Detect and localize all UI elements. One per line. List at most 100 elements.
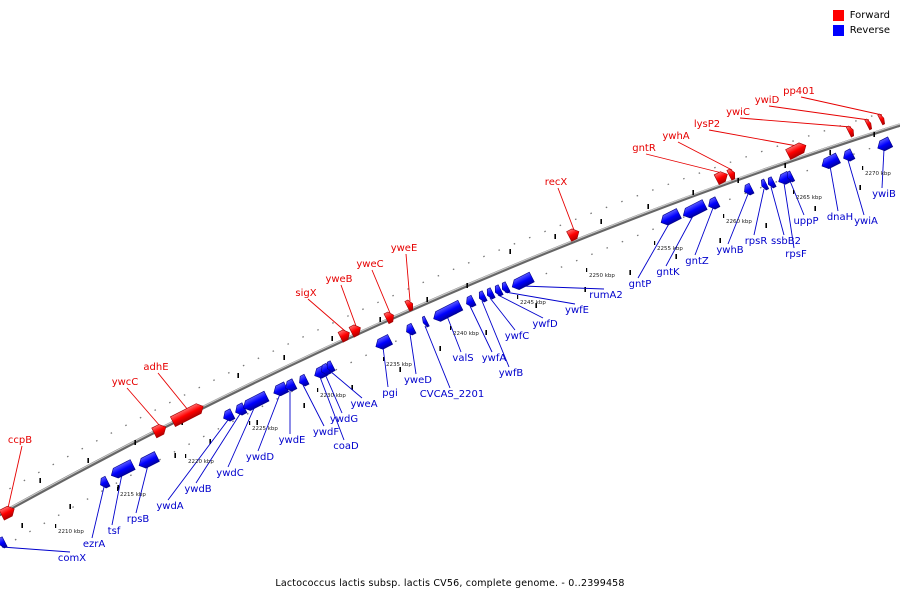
gene-label-ccpB[interactable]: ccpB [8, 435, 32, 446]
reverse-gene-ywdG[interactable] [319, 362, 332, 376]
gene-label-gntZ[interactable]: gntZ [685, 256, 709, 267]
forward-gene-lysP2[interactable] [785, 141, 809, 160]
tick-mark [535, 303, 537, 308]
gene-label-recX[interactable]: recX [545, 177, 568, 188]
reverse-gene-CVCAS_2201[interactable] [421, 315, 430, 328]
gene-label-ywdC[interactable]: ywdC [216, 468, 243, 479]
gene-label-CVCAS_2201[interactable]: CVCAS_2201 [420, 389, 484, 400]
gene-label-gntP[interactable]: gntP [629, 279, 652, 290]
gene-label-ywcC[interactable]: ywcC [112, 377, 139, 388]
gene-label-lysP2[interactable]: lysP2 [694, 119, 720, 130]
gene-label-ywdD[interactable]: ywdD [246, 452, 274, 463]
gene-label-ywiB[interactable]: ywiB [872, 189, 896, 200]
forward-gene-adhE[interactable] [169, 401, 205, 428]
reverse-gene-rpsB[interactable] [137, 451, 160, 471]
gene-label-gntR[interactable]: gntR [632, 143, 656, 154]
gene-label-ywiC[interactable]: ywiC [726, 107, 750, 118]
reverse-gene-ywiA[interactable] [841, 148, 856, 163]
reverse-gene-ywdB[interactable] [233, 402, 248, 417]
gene-label-yweB[interactable]: yweB [325, 274, 352, 285]
leader-line-ywfB [481, 300, 510, 368]
gene-label-uppP[interactable]: uppP [793, 216, 818, 227]
genome-caption: Lactococcus lactis subsp. lactis CV56, c… [275, 578, 625, 589]
reverse-gene-ywdC[interactable] [241, 390, 270, 413]
reverse-gene-ywfB[interactable] [477, 290, 488, 304]
gene-label-yweE[interactable]: yweE [391, 243, 418, 254]
gene-label-pp401[interactable]: pp401 [783, 86, 815, 97]
gene-label-ssbB2[interactable]: ssbB2 [771, 236, 801, 247]
forward-gene-ccpB[interactable] [0, 504, 17, 521]
reverse-gene-ssbB2[interactable] [766, 176, 777, 190]
kbp-tick-label: 2255 kbp [657, 246, 683, 252]
reverse-gene-rpsR[interactable] [759, 178, 770, 191]
reverse-gene-ywfC[interactable] [485, 287, 496, 301]
gene-label-ywfD[interactable]: ywfD [532, 319, 558, 330]
forward-gene-recX[interactable] [566, 227, 582, 242]
reverse-gene-yweD[interactable] [404, 322, 417, 336]
gene-label-ywiD[interactable]: ywiD [755, 95, 780, 106]
forward-gene-yweC[interactable] [383, 310, 396, 325]
reverse-gene-gntP[interactable] [659, 208, 682, 228]
reverse-gene-ezrA[interactable] [98, 475, 111, 489]
gene-label-comX[interactable]: comX [58, 553, 86, 564]
reverse-gene-ywdD[interactable] [271, 381, 290, 398]
gene-label-ywfB[interactable]: ywfB [499, 368, 524, 379]
gene-label-ywhA[interactable]: ywhA [662, 131, 689, 142]
gene-label-ywfE[interactable]: ywfE [565, 305, 589, 316]
gene-label-ywdG[interactable]: ywdG [330, 414, 358, 425]
gene-label-rpsB[interactable]: rpsB [127, 514, 150, 525]
gene-label-ywfC[interactable]: ywfC [505, 331, 530, 342]
tick-mark [439, 346, 441, 351]
gene-label-ezrA[interactable]: ezrA [83, 539, 106, 550]
forward-gene-sigX[interactable] [337, 328, 352, 343]
gene-label-ywdF[interactable]: ywdF [313, 427, 339, 438]
gene-label-valS[interactable]: valS [452, 353, 473, 364]
reverse-gene-dnaH[interactable] [819, 152, 841, 171]
reverse-gene-ywhB[interactable] [742, 182, 755, 196]
reverse-gene-ywdF[interactable] [297, 373, 310, 387]
forward-gene-pp401[interactable] [877, 113, 887, 126]
gene-label-ywdA[interactable]: ywdA [156, 501, 183, 512]
forward-gene-ywcC[interactable] [151, 422, 169, 439]
forward-gene-ywhA[interactable] [726, 168, 737, 181]
reverse-gene-comX[interactable] [0, 536, 8, 550]
gene-label-tsf[interactable]: tsf [108, 526, 121, 537]
gene-label-dnaH[interactable]: dnaH [827, 212, 853, 223]
gene-label-ywdE[interactable]: ywdE [279, 435, 306, 446]
gene-label-sigX[interactable]: sigX [295, 288, 316, 299]
forward-gene-ywiD[interactable] [864, 118, 874, 131]
reverse-gene-uppP[interactable] [785, 170, 796, 183]
gene-label-ywhB[interactable]: ywhB [716, 245, 743, 256]
reverse-gene-gntK[interactable] [681, 199, 708, 221]
gene-label-rpsF[interactable]: rpsF [785, 249, 807, 260]
gene-label-adhE[interactable]: adhE [143, 362, 168, 373]
reverse-gene-ywfA[interactable] [464, 294, 477, 308]
forward-gene-yweE[interactable] [404, 299, 415, 312]
gene-label-coaD[interactable]: coaD [333, 441, 359, 452]
reverse-gene-pgi[interactable] [373, 334, 394, 351]
reverse-gene-rumA2[interactable] [510, 271, 535, 292]
reverse-gene-valS[interactable] [431, 299, 464, 323]
reverse-gene-yweA[interactable] [325, 360, 336, 374]
gene-label-gntK[interactable]: gntK [656, 267, 680, 278]
gene-label-ywiA[interactable]: ywiA [854, 216, 878, 227]
gene-label-ywfA[interactable]: ywfA [482, 353, 507, 364]
gene-label-pgi[interactable]: pgi [382, 388, 397, 399]
reverse-gene-ywfE[interactable] [500, 281, 511, 295]
reverse-gene-ywdE[interactable] [283, 378, 298, 393]
reverse-gene-ywdA[interactable] [221, 408, 236, 423]
reverse-gene-ywiB[interactable] [875, 136, 894, 153]
forward-gene-ywiC[interactable] [845, 125, 855, 138]
tick-mark [379, 317, 381, 322]
reverse-gene-gntZ[interactable] [706, 196, 721, 211]
gene-label-yweD[interactable]: yweD [404, 375, 432, 386]
gene-label-ywdB[interactable]: ywdB [184, 484, 211, 495]
gene-label-yweC[interactable]: yweC [356, 259, 383, 270]
reverse-gene-tsf[interactable] [109, 459, 136, 481]
gene-label-yweA[interactable]: yweA [350, 399, 377, 410]
forward-gene-yweB[interactable] [348, 323, 363, 338]
gene-label-rpsR[interactable]: rpsR [745, 236, 768, 247]
forward-gene-gntR[interactable] [713, 169, 730, 186]
gene-label-rumA2[interactable]: rumA2 [589, 290, 622, 301]
reverse-gene-ywfD[interactable] [493, 284, 504, 298]
